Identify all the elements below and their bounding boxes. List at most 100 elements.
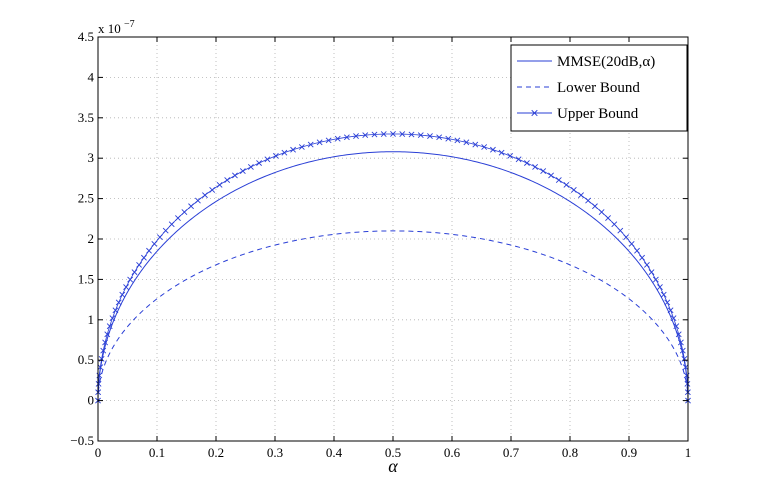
series-point	[679, 347, 686, 354]
series-point	[481, 144, 488, 150]
x-tick-label: 0.8	[562, 445, 578, 460]
series-point	[127, 276, 134, 283]
y-tick-label: −0.5	[70, 433, 94, 448]
x-tick-label: 0.7	[503, 445, 520, 460]
series-point	[675, 331, 682, 338]
series-point	[463, 139, 470, 146]
series-point	[532, 164, 539, 170]
y-tick-label: 2	[88, 231, 95, 246]
series-point	[390, 131, 396, 137]
series-point	[216, 181, 223, 188]
legend-items: MMSE(20dB,α) Lower Bound Upper Bound	[517, 54, 655, 122]
series-point	[670, 315, 677, 322]
series-point	[181, 209, 188, 215]
series-point	[102, 339, 109, 346]
series-point	[290, 146, 296, 153]
series-point	[445, 135, 452, 142]
series-point	[628, 240, 635, 247]
series-layer	[95, 131, 691, 404]
series-point	[343, 134, 350, 141]
series-point	[247, 164, 254, 170]
x-tick-label: 0.6	[444, 445, 461, 460]
series-point	[644, 261, 650, 268]
series-point	[436, 134, 443, 141]
x-tick-label: 0.1	[149, 445, 165, 460]
series-point	[660, 291, 667, 298]
series-point	[281, 149, 288, 156]
series-point	[611, 221, 618, 228]
series-point	[592, 203, 598, 210]
series-point	[371, 131, 378, 138]
series-point	[605, 215, 611, 221]
series-point	[168, 221, 175, 228]
series-point	[131, 269, 138, 276]
x-axis-label: α	[388, 456, 398, 476]
series-point	[472, 141, 479, 148]
legend-marker	[531, 109, 538, 117]
series-point	[264, 156, 271, 163]
grid	[98, 37, 688, 441]
series-point	[408, 131, 415, 138]
series-point	[454, 137, 461, 144]
y-tick-label: 3	[88, 150, 95, 165]
y-scale-label-power: −7	[124, 19, 135, 30]
series-point	[507, 152, 514, 159]
series-point	[598, 209, 605, 215]
series-point	[272, 152, 279, 159]
series-point	[548, 172, 554, 179]
y-tick-label: 4	[88, 69, 95, 84]
series-point	[490, 146, 496, 153]
legend-box	[510, 44, 688, 132]
series-point	[578, 192, 584, 199]
series-point	[639, 254, 645, 261]
series-point	[151, 240, 158, 247]
y-tick-label: 2.5	[78, 191, 94, 206]
series-point	[427, 133, 433, 139]
series-point	[684, 380, 691, 387]
series-point	[141, 254, 147, 261]
series-line-1	[97, 151, 689, 401]
x-tick-label: 0.4	[326, 445, 343, 460]
series-point	[194, 197, 201, 204]
series-line-2	[97, 230, 689, 401]
y-scale-label: x 10 −7	[98, 19, 135, 36]
series-point	[555, 177, 562, 183]
series-point	[380, 131, 387, 138]
series-point	[136, 261, 142, 268]
series-point	[657, 284, 663, 290]
series-point	[617, 227, 624, 234]
y-tick-label: 0.5	[78, 352, 94, 367]
series-point	[239, 168, 246, 175]
series-point	[146, 247, 152, 254]
y-tick-label: 0	[88, 393, 95, 408]
legend-label-1: MMSE(20dB,α)	[557, 54, 655, 70]
x-tick-label: 1	[685, 445, 692, 460]
series-point	[188, 203, 194, 210]
series-point	[316, 139, 323, 146]
series-point	[652, 276, 659, 283]
series-point	[667, 307, 674, 314]
series-point	[417, 132, 424, 139]
series-point	[334, 135, 341, 142]
series-point	[123, 284, 129, 290]
series-point	[325, 137, 332, 144]
series-point	[664, 299, 671, 306]
series-point	[202, 192, 208, 199]
series-point	[112, 307, 119, 314]
series-point	[515, 156, 522, 163]
series-point	[256, 160, 262, 166]
series-point	[677, 339, 684, 346]
series-point	[175, 215, 181, 221]
series-point	[498, 149, 505, 156]
legend-label-3: Upper Bound	[557, 106, 639, 122]
legend-label-2: Lower Bound	[557, 80, 640, 96]
series-point	[563, 181, 570, 188]
ticks: 0 0.1 0.2 0.3 0.4 0.5 0.6 0.7 0.8 0.9 1−0.500.511.…	[70, 29, 691, 460]
legend: MMSE(20dB,α) Lower Bound Upper Bound	[510, 44, 688, 132]
y-tick-label: 1	[88, 312, 95, 327]
series-point	[104, 331, 111, 338]
series-point	[570, 186, 577, 193]
series-point	[100, 347, 107, 354]
x-tick-label: 0.2	[208, 445, 224, 460]
y-tick-label: 3.5	[78, 110, 94, 125]
